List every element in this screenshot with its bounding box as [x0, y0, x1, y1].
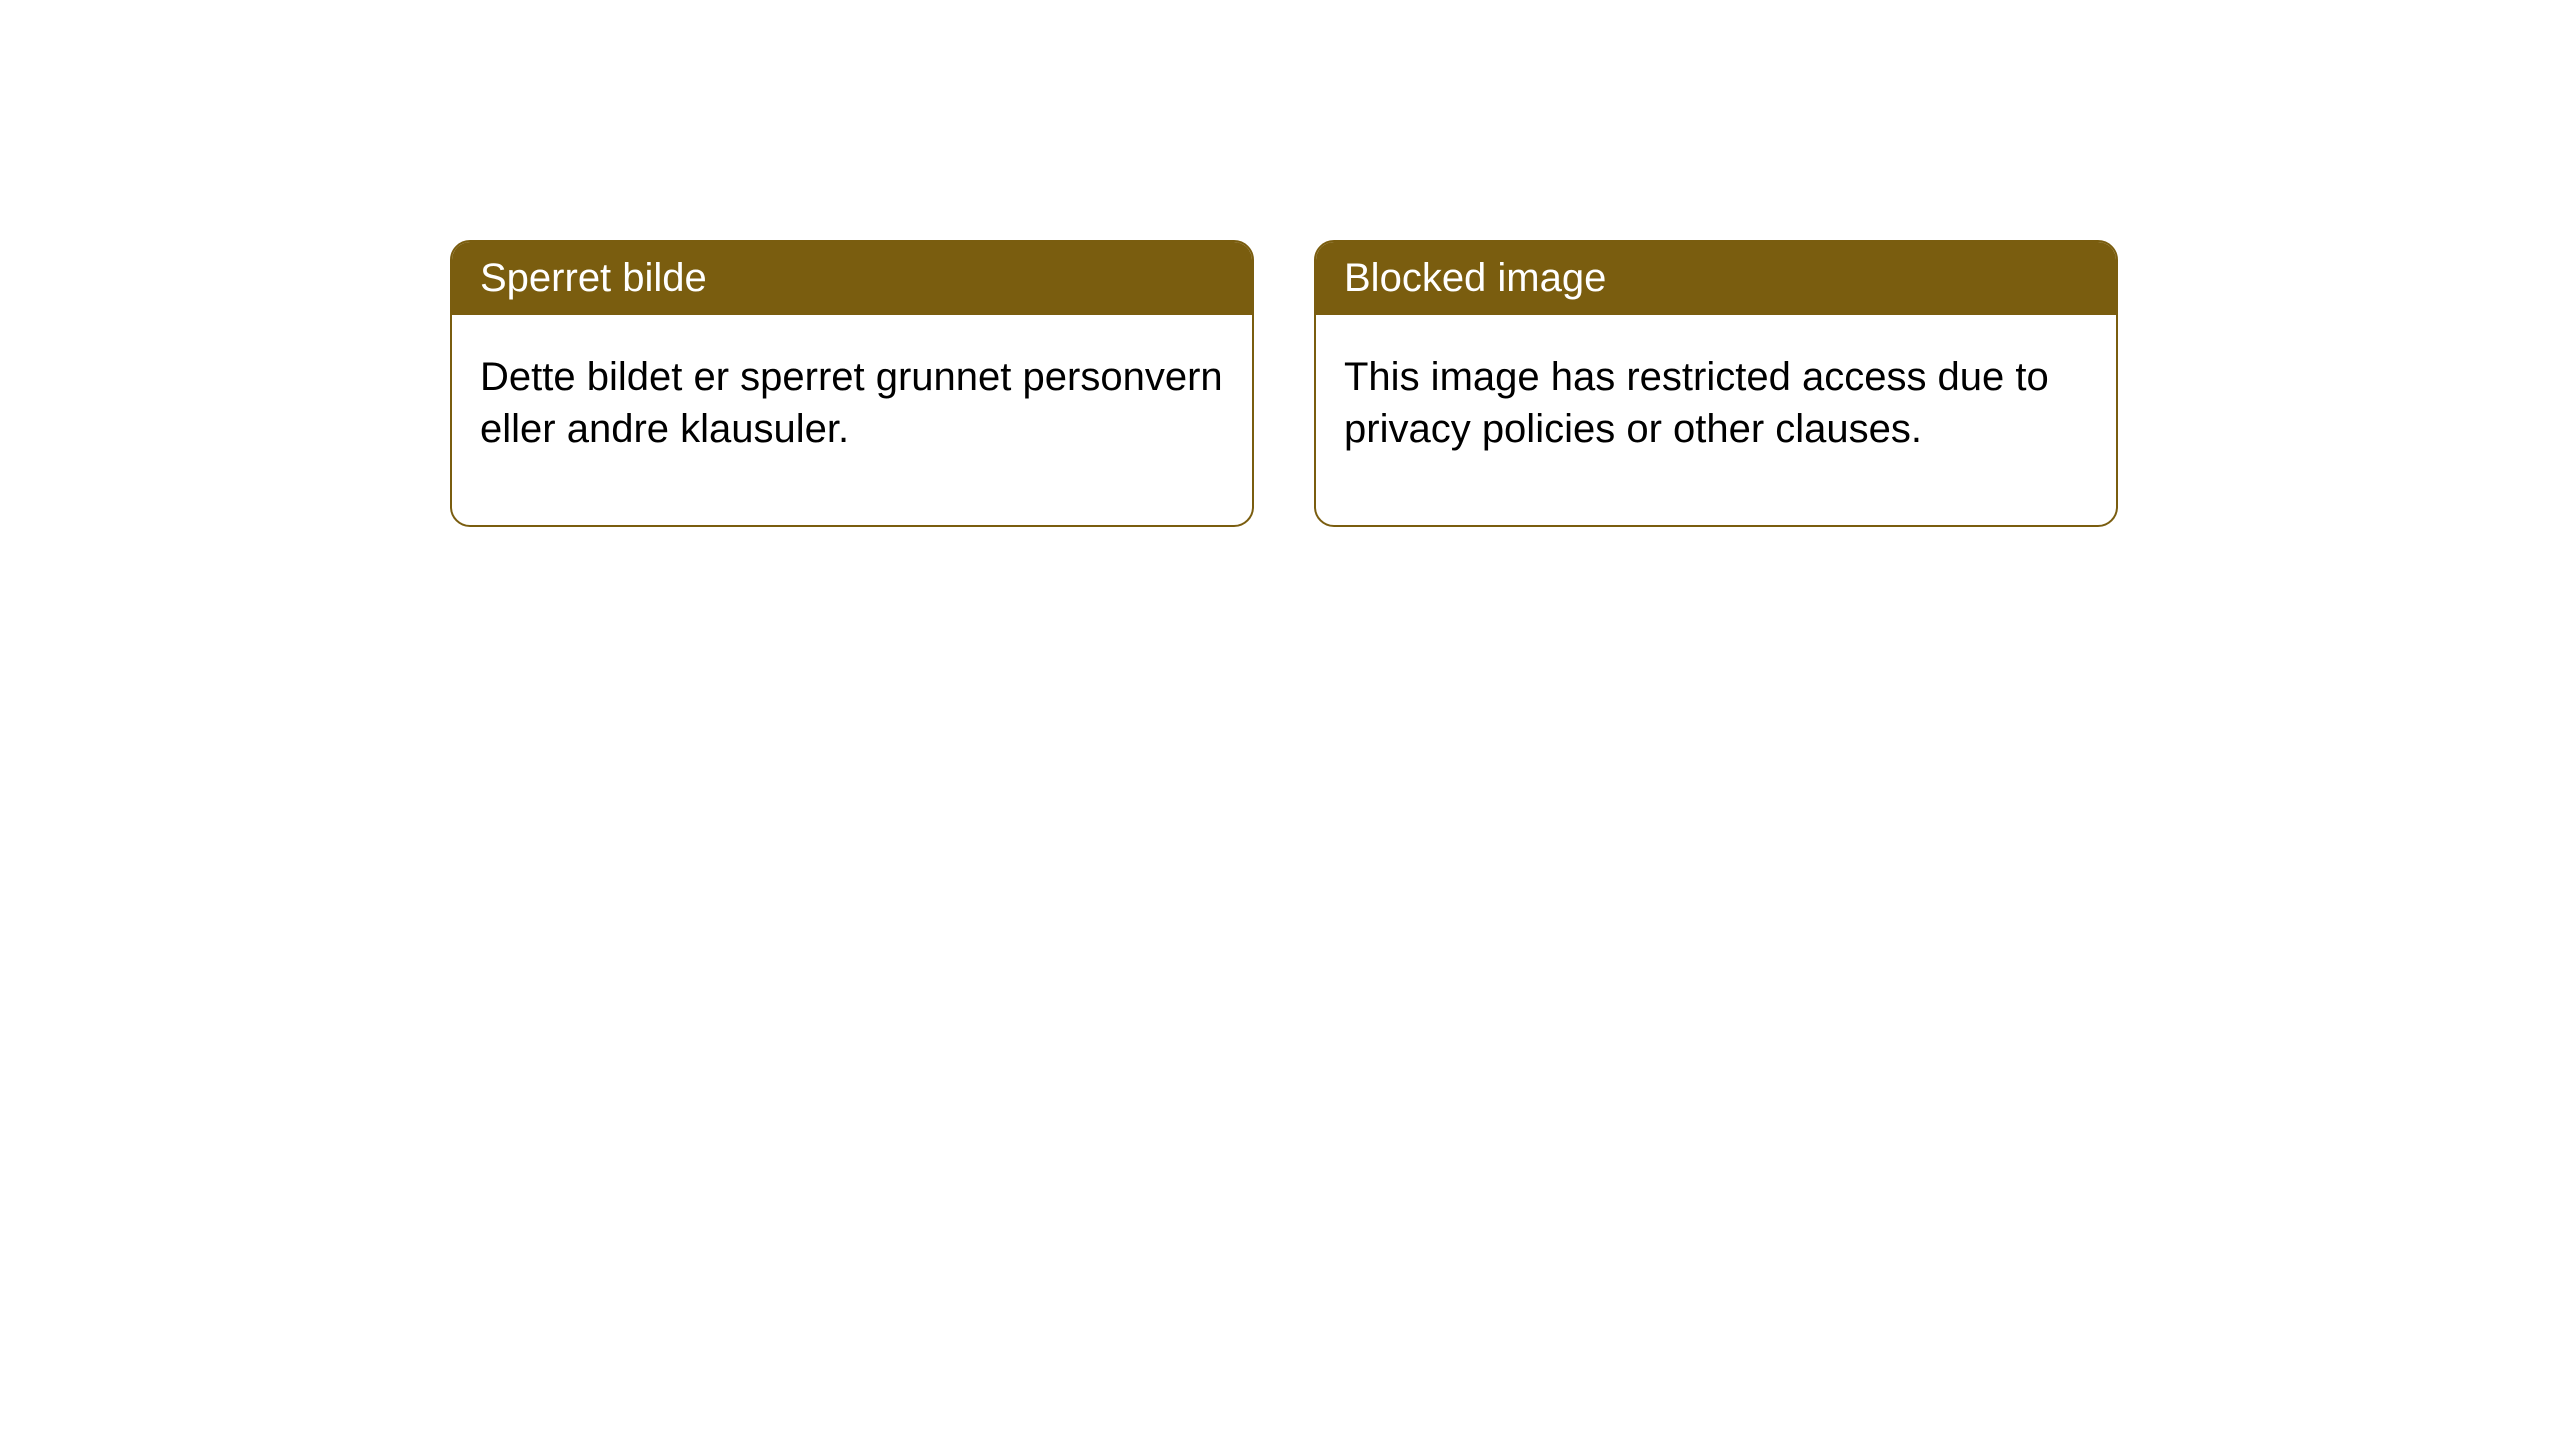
blocked-image-card-en: Blocked image This image has restricted … — [1314, 240, 2118, 527]
card-body-en: This image has restricted access due to … — [1316, 315, 2116, 525]
notice-cards-container: Sperret bilde Dette bildet er sperret gr… — [450, 240, 2118, 527]
card-header-text: Sperret bilde — [480, 256, 707, 300]
card-header-en: Blocked image — [1316, 242, 2116, 315]
card-body-no: Dette bildet er sperret grunnet personve… — [452, 315, 1252, 525]
card-header-text: Blocked image — [1344, 256, 1606, 300]
card-body-text: Dette bildet er sperret grunnet personve… — [480, 355, 1223, 451]
card-header-no: Sperret bilde — [452, 242, 1252, 315]
card-body-text: This image has restricted access due to … — [1344, 355, 2049, 451]
blocked-image-card-no: Sperret bilde Dette bildet er sperret gr… — [450, 240, 1254, 527]
